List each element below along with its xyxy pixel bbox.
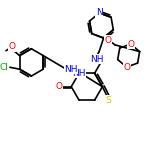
Text: O: O (127, 40, 134, 49)
Text: NH: NH (72, 69, 86, 78)
Text: S: S (105, 96, 111, 105)
Text: Cl: Cl (0, 63, 9, 72)
Text: O: O (8, 42, 15, 51)
Text: O: O (123, 63, 130, 72)
Text: N: N (96, 9, 103, 17)
Text: NH: NH (64, 65, 78, 74)
Text: O: O (105, 36, 112, 45)
Text: NH: NH (90, 55, 104, 64)
Text: O: O (55, 82, 62, 91)
